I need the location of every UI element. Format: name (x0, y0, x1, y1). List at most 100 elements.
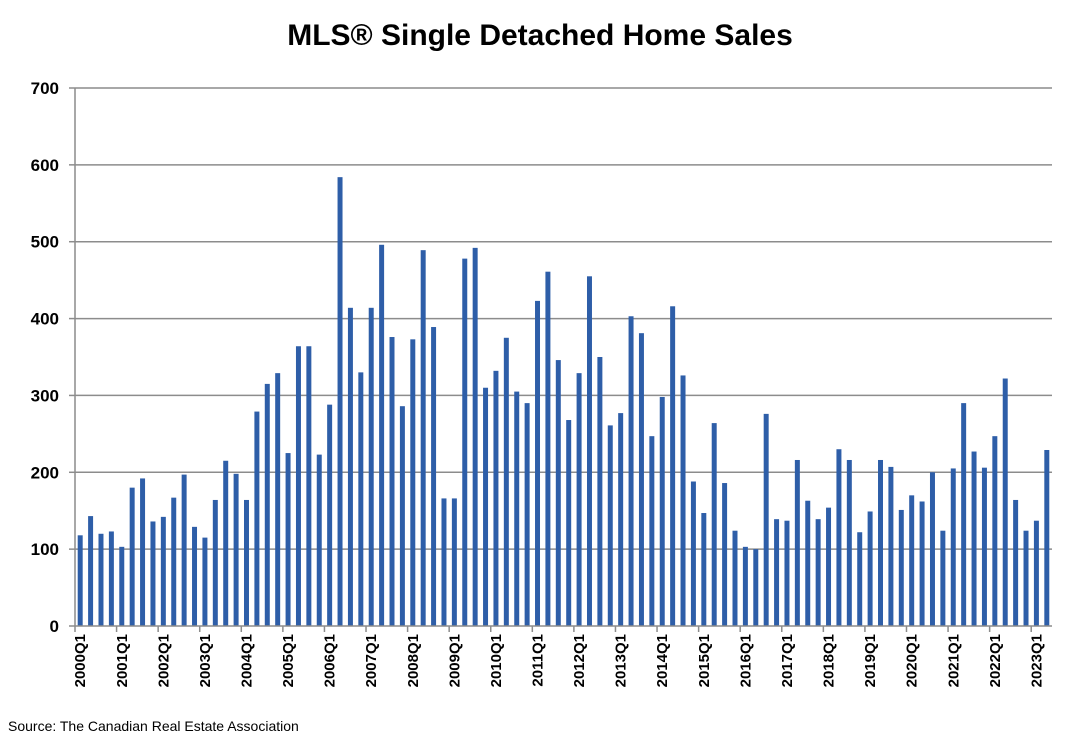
x-axis-ticks: 2000Q1 2001Q1 2002Q1 2003Q1 2004Q1 2005Q1 2006… (72, 626, 1045, 687)
x-tick-label: 2011Q1 (530, 634, 547, 687)
bar-2012Q2 (586, 276, 592, 626)
y-tick-label: 200 (31, 463, 59, 482)
bar-2014Q3 (680, 375, 686, 626)
bar-2018Q4 (857, 532, 863, 626)
bars (77, 177, 1050, 626)
bar-2016Q4 (774, 519, 780, 626)
bar-2015Q2 (711, 423, 717, 626)
y-tick-label: 600 (31, 156, 59, 175)
bar-2000Q3 (98, 533, 104, 626)
x-tick-label: 2021Q1 (945, 634, 962, 687)
bar-2022Q3 (1013, 499, 1019, 626)
bar-2023Q2 (1044, 449, 1050, 626)
bar-2004Q4 (275, 373, 281, 626)
bar-2007Q1 (368, 307, 374, 626)
bar-2015Q3 (722, 483, 728, 626)
y-tick-label: 500 (31, 233, 59, 252)
bar-2014Q1 (659, 396, 665, 626)
x-tick-label: 2020Q1 (904, 634, 921, 687)
bar-2016Q3 (763, 413, 769, 626)
bar-2022Q2 (1002, 378, 1008, 626)
bar-2000Q4 (108, 531, 114, 626)
x-tick-label: 2003Q1 (197, 634, 214, 687)
bar-2020Q3 (929, 472, 935, 626)
bar-2008Q2 (420, 250, 426, 626)
bar-2005Q3 (306, 346, 312, 626)
x-tick-label: 2016Q1 (737, 634, 754, 687)
bar-2017Q1 (784, 520, 790, 626)
bar-2009Q4 (483, 387, 489, 626)
bar-2003Q1 (202, 537, 208, 626)
x-tick-label: 2001Q1 (114, 634, 131, 687)
bar-2021Q4 (981, 467, 987, 626)
bar-2021Q2 (961, 403, 967, 626)
bar-2011Q1 (535, 300, 541, 626)
bar-2000Q2 (88, 516, 94, 626)
bar-2007Q4 (399, 406, 405, 626)
bar-2003Q3 (223, 460, 229, 626)
bar-2010Q2 (503, 337, 509, 626)
y-tick-label: 400 (31, 310, 59, 329)
bar-2015Q1 (701, 513, 707, 626)
bar-2017Q2 (794, 459, 800, 626)
bar-2012Q1 (576, 373, 582, 626)
bar-2002Q2 (171, 497, 177, 626)
bar-2006Q3 (347, 307, 353, 626)
bar-2014Q2 (670, 306, 676, 626)
bar-2013Q4 (649, 436, 655, 626)
bar-2012Q4 (607, 425, 613, 626)
x-tick-label: 2013Q1 (613, 634, 630, 687)
x-tick-label: 2006Q1 (322, 634, 339, 687)
y-tick-label: 300 (31, 386, 59, 405)
bar-2018Q3 (846, 459, 852, 626)
bar-2008Q3 (431, 327, 437, 626)
bar-2002Q4 (192, 526, 198, 626)
bar-2005Q4 (316, 454, 322, 626)
bar-2014Q4 (690, 481, 696, 626)
bar-2019Q2 (878, 459, 883, 626)
bar-2007Q3 (389, 337, 395, 626)
x-tick-label: 2000Q1 (72, 634, 89, 687)
bar-2019Q4 (898, 509, 904, 626)
bar-2008Q4 (441, 498, 447, 626)
bar-2018Q2 (836, 449, 842, 626)
bar-2013Q1 (618, 413, 624, 626)
bar-2003Q2 (212, 499, 218, 626)
bar-2005Q1 (285, 453, 291, 626)
bar-2020Q2 (919, 501, 925, 626)
bar-2017Q3 (805, 500, 811, 626)
bar-2006Q2 (337, 177, 343, 626)
bar-2005Q2 (295, 346, 301, 626)
bar-2003Q4 (233, 473, 239, 626)
bar-2004Q3 (264, 383, 270, 626)
bar-2021Q3 (971, 451, 977, 626)
bar-2012Q3 (597, 357, 603, 626)
x-tick-label: 2023Q1 (1028, 634, 1045, 687)
bar-2006Q4 (358, 372, 364, 626)
bar-2019Q3 (888, 466, 894, 626)
x-tick-label: 2022Q1 (987, 634, 1004, 687)
bar-2017Q4 (815, 519, 821, 626)
bar-2007Q2 (379, 244, 385, 626)
x-tick-label: 2010Q1 (488, 634, 505, 687)
x-tick-label: 2019Q1 (862, 634, 879, 687)
bar-2023Q1 (1033, 520, 1039, 626)
y-tick-label: 100 (31, 540, 59, 559)
bar-2016Q2 (753, 549, 759, 626)
bar-2020Q4 (940, 530, 946, 626)
x-tick-label: 2015Q1 (696, 634, 713, 687)
bar-2001Q3 (140, 478, 146, 626)
bar-2010Q4 (524, 403, 530, 626)
x-tick-label: 2004Q1 (238, 634, 255, 687)
bar-2016Q1 (742, 546, 748, 626)
x-tick-label: 2007Q1 (363, 634, 380, 687)
y-tick-label: 700 (31, 79, 59, 98)
bar-2006Q1 (327, 404, 333, 626)
bar-2009Q1 (451, 498, 457, 626)
bar-2001Q2 (129, 487, 135, 626)
x-tick-label: 2012Q1 (571, 634, 588, 687)
bar-2008Q1 (410, 339, 416, 626)
bar-2013Q3 (638, 333, 644, 626)
